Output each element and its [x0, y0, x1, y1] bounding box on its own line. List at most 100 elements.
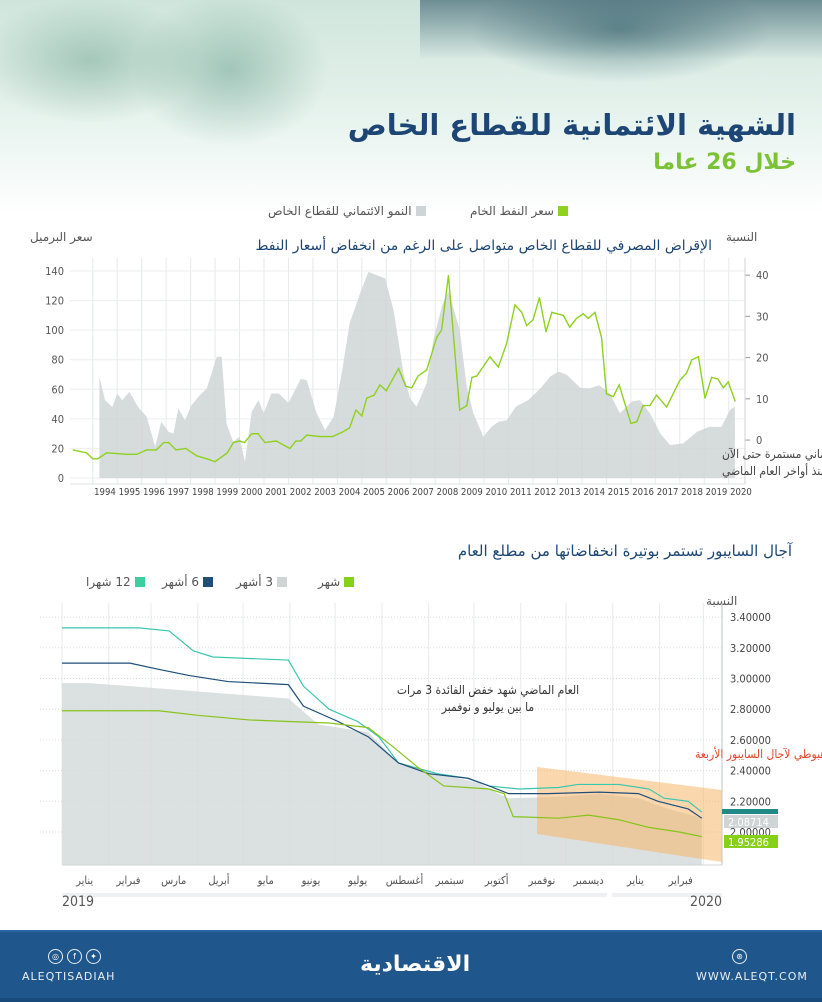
oil-price-point	[238, 440, 241, 442]
legend-1m: شهر	[318, 575, 355, 589]
oil-price-point	[655, 394, 658, 396]
x-tick-label: 2004	[339, 487, 361, 498]
year-label-2020: 2020	[690, 894, 722, 910]
oil-price-point	[562, 314, 564, 316]
x-tick-label: يناير	[75, 874, 93, 887]
y-tick-label: 3.20000	[730, 642, 771, 655]
x-tick-label: 2017	[657, 487, 679, 498]
oil-price-point	[612, 396, 614, 398]
x-tick-label: 2011	[510, 487, 532, 498]
oil-price-point	[355, 409, 357, 411]
tag-3m-value: 2.08714	[728, 816, 769, 829]
oil-price-point	[167, 441, 170, 444]
oil-price-point	[686, 372, 688, 374]
x-tick-label: 2019	[706, 487, 728, 498]
header-background	[0, 0, 822, 215]
legend-credit-growth: النمو الائتماني للقطاع الخاص	[268, 204, 426, 218]
social-handle[interactable]: ALEQTISADIAH	[22, 970, 116, 983]
x-tick-label: 1998	[192, 487, 214, 498]
x-tick-label: 2009	[461, 487, 483, 498]
downtrend-annotation: مسار هبوطي لآجال السايبور الأربعة	[695, 746, 822, 762]
oil-price-point	[722, 387, 724, 389]
oil-price-point	[373, 394, 375, 396]
oil-price-point	[97, 458, 99, 460]
oil-price-point	[257, 433, 259, 435]
twitter-icon[interactable]: ✦	[86, 949, 101, 964]
legend-label: سعر النفط الخام	[470, 204, 554, 218]
oil-price-point	[711, 376, 713, 379]
legend-oil: سعر النفط الخام	[470, 204, 568, 218]
facebook-icon[interactable]: f	[67, 949, 82, 964]
x-tick-label: 2010	[485, 487, 507, 498]
x-tick-label: 1995	[119, 487, 141, 498]
y-tick-label: 2.60000	[730, 734, 771, 747]
oil-price-point	[476, 375, 478, 377]
rate-cut-annotation: ما بين يوليو و نوفمبر	[441, 700, 534, 715]
oil-price-point	[405, 385, 407, 387]
oil-price-point	[379, 384, 381, 386]
x-tick-label: 2006	[388, 487, 410, 498]
chart1-annotation: منذ أواخر العام الماضي	[722, 463, 822, 479]
website-link[interactable]: WWW.ALEQT.COM	[696, 970, 808, 983]
legend-label: 6 أشهر	[162, 575, 199, 589]
oil-price-point	[106, 452, 108, 454]
legend-swatch-6m	[203, 577, 213, 587]
chart2-axis-title: النسبة	[706, 594, 738, 608]
year-label-2019: 2019	[62, 894, 94, 910]
right-tick-label: 20	[756, 352, 769, 365]
oil-price-point	[459, 409, 461, 411]
instagram-icon[interactable]: ◎	[48, 949, 63, 964]
oil-price-point	[86, 452, 88, 454]
x-tick-label: ديسمبر	[573, 874, 604, 887]
oil-price-point	[295, 440, 297, 442]
x-tick-label: 2020	[730, 487, 752, 498]
oil-price-point	[145, 449, 148, 451]
right-tick-label: 40	[756, 269, 769, 282]
saibor-12m-line	[62, 627, 703, 813]
right-tick-label: 0	[756, 434, 762, 447]
x-tick-label: 1996	[143, 487, 165, 498]
oil-price-point	[417, 375, 419, 377]
oil-price-point	[319, 436, 321, 438]
city-photo	[420, 0, 822, 60]
logo: الاقتصادية	[360, 952, 471, 977]
x-tick-label: 2016	[632, 487, 654, 498]
oil-price-point	[300, 440, 302, 442]
oil-price-point	[264, 441, 266, 444]
chart1-title: الإقراض المصرفي للقطاع الخاص متواصل على …	[255, 238, 712, 254]
oil-price-point	[289, 447, 291, 450]
x-tick-label: 2005	[363, 487, 385, 498]
x-tick-label: 1994	[94, 487, 116, 498]
oil-price-point	[734, 400, 736, 402]
downtrend-band	[537, 767, 722, 862]
left-tick-label: 40	[51, 413, 64, 426]
x-tick-label: 2001	[265, 487, 287, 498]
tag-12m-marker	[722, 809, 778, 814]
social-links: ◎ f ✦	[48, 949, 101, 964]
x-tick-label: سبتمبر	[435, 874, 464, 887]
x-tick-label: 2008	[437, 487, 459, 498]
oil-price-point	[587, 317, 589, 319]
oil-price-point	[251, 433, 253, 435]
oil-price-point	[471, 376, 473, 379]
x-tick-label: نوفمبر	[527, 874, 555, 887]
oil-price-point	[163, 441, 165, 444]
left-tick-label: 80	[51, 354, 64, 367]
oil-price-point	[636, 421, 638, 423]
oil-price-point	[666, 406, 668, 408]
right-tick-label: 10	[756, 393, 769, 406]
x-tick-label: فبراير	[668, 874, 693, 887]
left-tick-label: 100	[45, 324, 64, 337]
oil-price-point	[545, 331, 547, 333]
oil-price-point	[679, 379, 681, 382]
left-tick-label: 140	[45, 265, 64, 278]
tag-1m-value: 1.95286	[728, 836, 769, 849]
x-tick-label: أكتوبر	[484, 873, 509, 887]
x-tick-label: مايو	[257, 874, 274, 887]
legend-swatch-3m	[277, 577, 287, 587]
legend-label: النمو الائتماني للقطاع الخاص	[268, 204, 412, 218]
oil-price-point	[514, 304, 516, 306]
x-tick-label: 2013	[559, 487, 581, 498]
oil-price-point	[361, 415, 363, 417]
saibor-6m-line	[62, 662, 703, 819]
